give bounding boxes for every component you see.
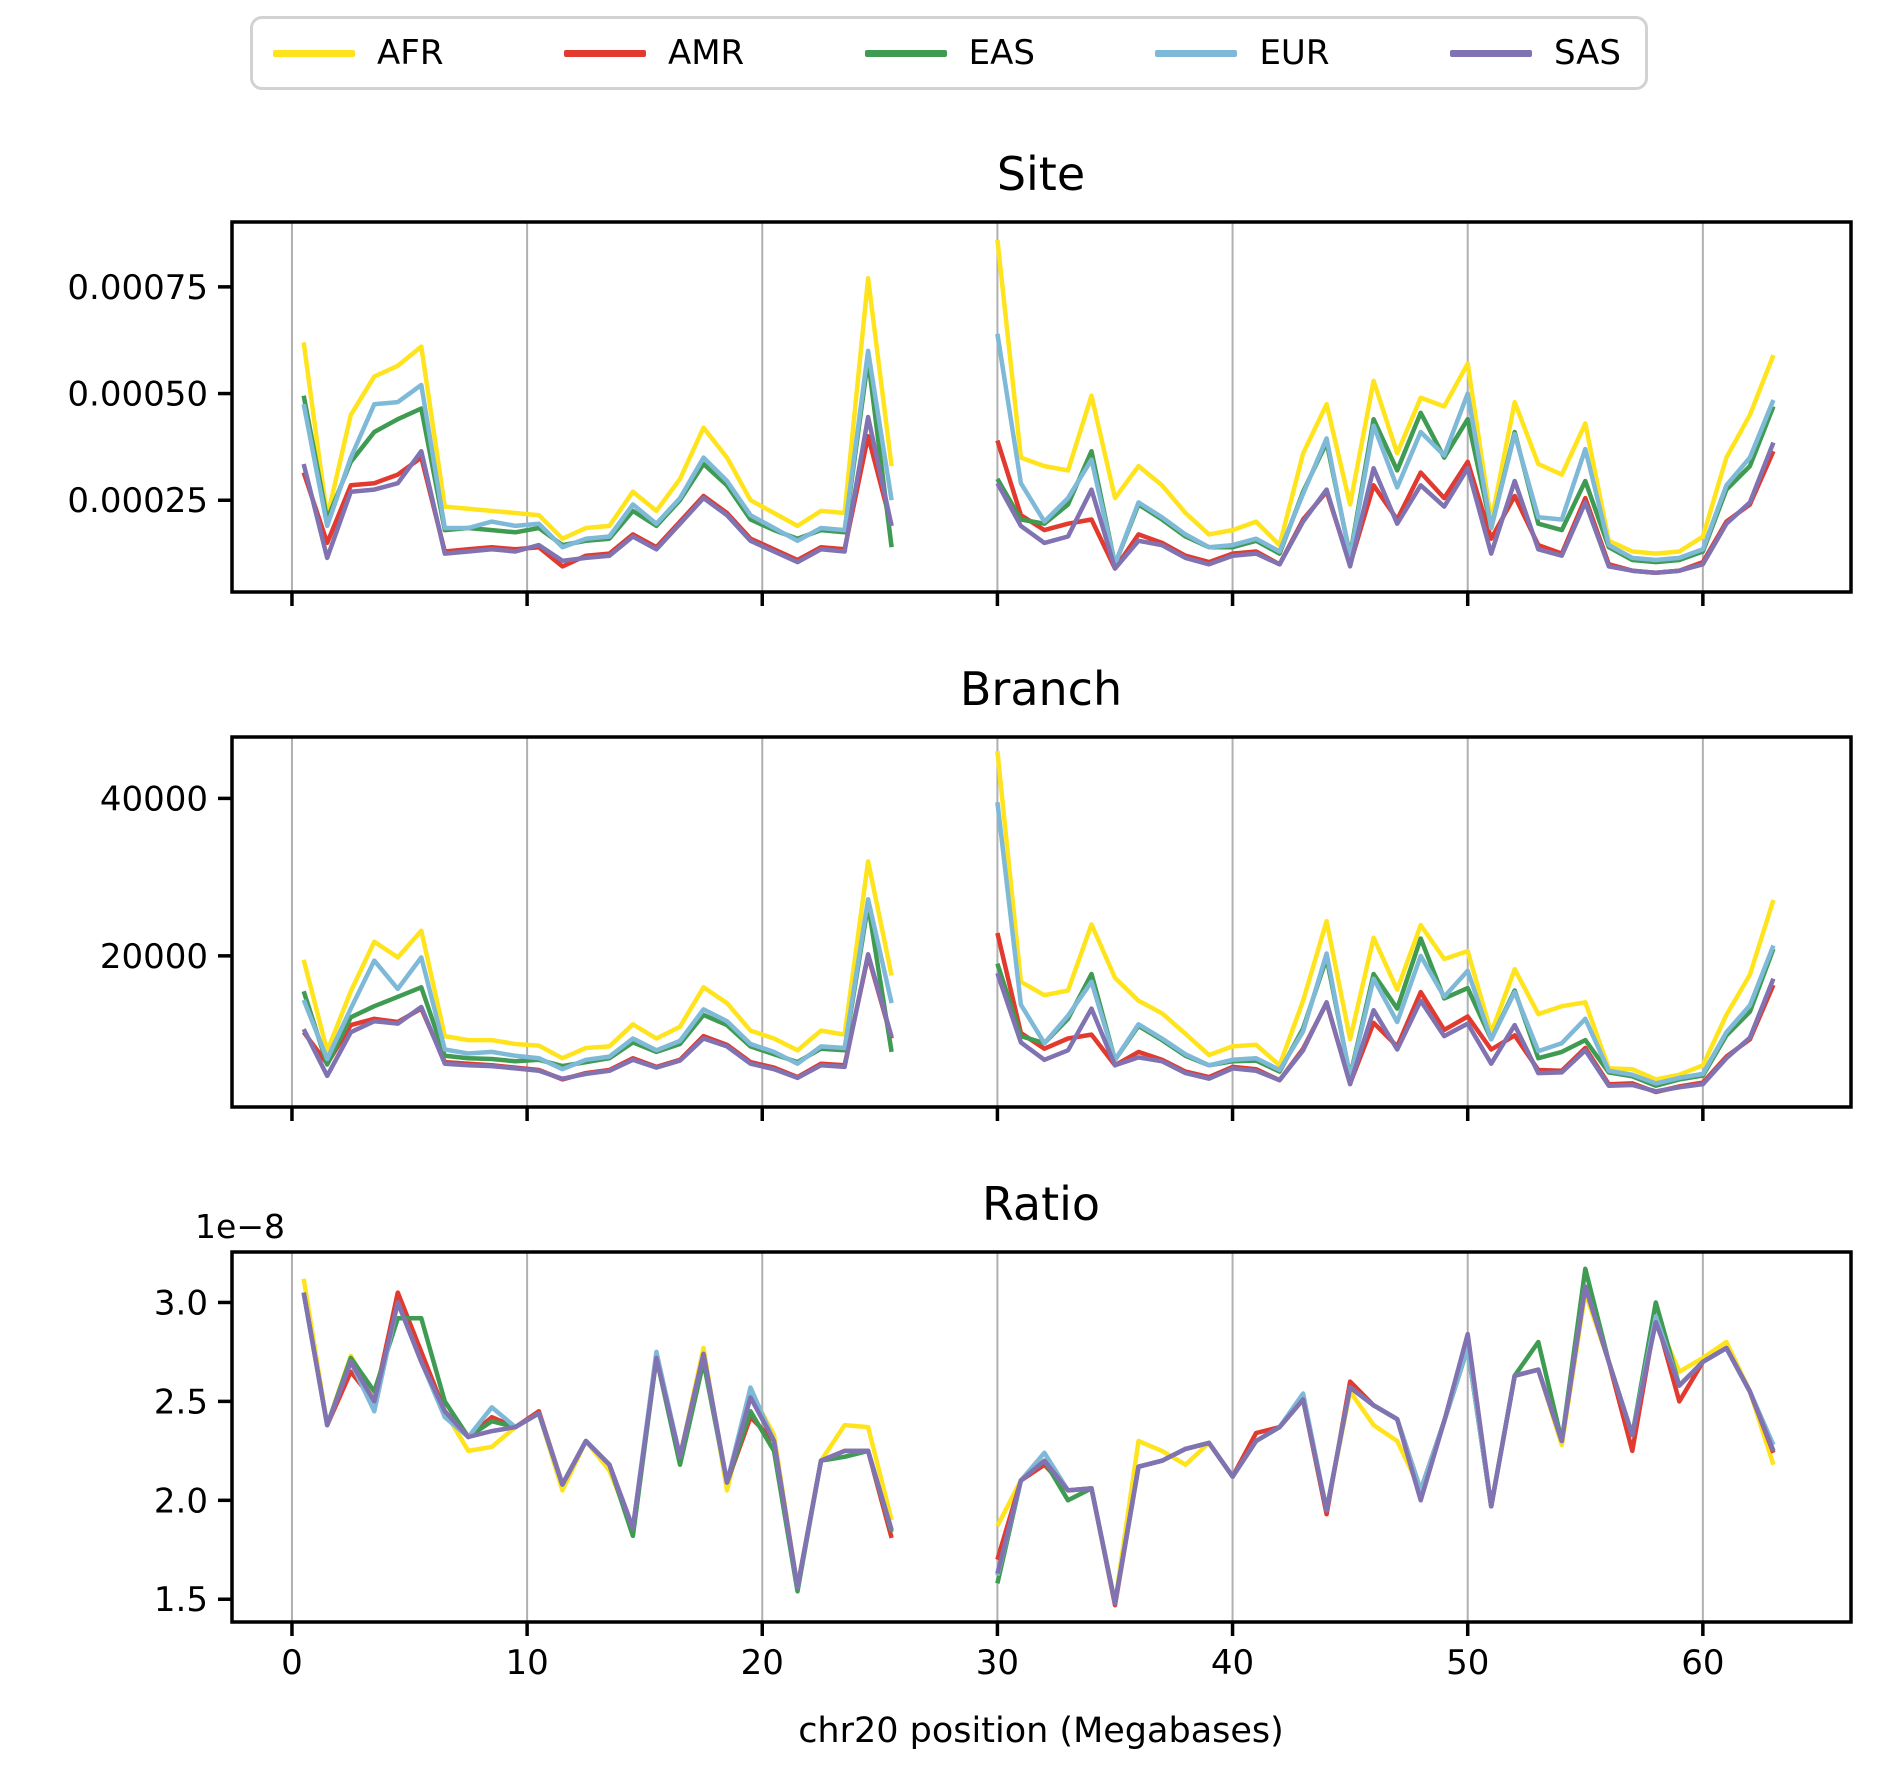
branch-series-eas-seg0 — [301, 902, 894, 1069]
x-tick-label-0: 0 — [281, 1643, 303, 1683]
x-tick-label-30: 30 — [976, 1643, 1019, 1683]
branch-series-sas-seg1 — [995, 972, 1776, 1094]
branch-series-afr-seg1 — [995, 750, 1776, 1082]
site-series-afr-seg1 — [995, 239, 1776, 556]
x-tick-label-20: 20 — [741, 1643, 784, 1683]
branch-frame — [230, 735, 1853, 1109]
site-series-sas-seg0 — [301, 414, 894, 565]
site-series-eur-seg0 — [301, 348, 894, 550]
legend-item-sas: SAS — [1449, 33, 1621, 73]
site-series-afr-seg0 — [301, 276, 894, 541]
site-series-layer — [301, 239, 1776, 576]
legend-item-eas: EAS — [864, 33, 1035, 73]
branch-title: Branch — [960, 662, 1122, 716]
ratio-frame — [230, 1250, 1853, 1624]
branch-series-amr-seg1 — [995, 932, 1776, 1095]
charts-root: 0.00025 0.00050 0.00075 20000 40000 0 10 20 30 40… — [67, 220, 1853, 1683]
legend-item-afr: AFR — [273, 36, 443, 70]
ratio-series-sas-seg1 — [995, 1284, 1776, 1606]
site-frame — [230, 220, 1853, 594]
x-axis-label: chr20 position (Megabases) — [798, 1711, 1284, 1751]
ratio-y-tick-label-2: 2.0 — [154, 1481, 208, 1521]
legend: AFR AMR EAS EUR SAS — [250, 16, 1648, 90]
legend-label-sas: SAS — [1553, 33, 1621, 73]
site-series-eas-seg0 — [301, 357, 894, 548]
branch-series-eur-seg1 — [995, 802, 1776, 1086]
branch-series-eur-seg0 — [301, 896, 894, 1072]
site-series-sas-seg1 — [995, 441, 1776, 576]
legend-swatch-eur — [1155, 49, 1238, 57]
ratio-title: Ratio — [982, 1177, 1100, 1231]
legend-label-afr: AFR — [377, 33, 444, 73]
x-tick-label-40: 40 — [1211, 1643, 1254, 1683]
branch-series-sas-seg0 — [301, 952, 894, 1081]
branch-series-layer — [301, 750, 1776, 1095]
legend-swatch-eas — [864, 49, 947, 57]
site-series-eur-seg1 — [995, 333, 1776, 567]
site-series-amr-seg0 — [301, 433, 894, 569]
site-title: Site — [997, 147, 1085, 201]
legend-item-eur: EUR — [1155, 36, 1329, 70]
x-tick-label-50: 50 — [1446, 1643, 1489, 1683]
site-chart: 0.00025 0.00050 0.00075 — [67, 220, 1853, 606]
ratio-chart: 0 10 20 30 40 50 60 1.5 2.0 2.5 3.0 — [154, 1250, 1853, 1683]
branch-y-tick-label-40000: 40000 — [100, 779, 208, 819]
ratio-y-tick-label-3: 3.0 — [154, 1283, 208, 1323]
ratio-series-eur-seg1 — [995, 1284, 1776, 1606]
ratio-series-afr-seg1 — [995, 1290, 1776, 1606]
legend-item-amr: AMR — [563, 33, 745, 73]
legend-label-eas: EAS — [968, 33, 1035, 73]
legend-swatch-afr — [273, 49, 355, 57]
branch-chart: 20000 40000 — [100, 735, 1853, 1121]
legend-swatch-amr — [563, 49, 646, 57]
legend-label-eur: EUR — [1259, 33, 1330, 73]
branch-y-tick-label-20000: 20000 — [100, 937, 208, 977]
site-y-tick-label-0.00025: 0.00025 — [67, 481, 208, 521]
ratio-y-tick-label-2.5: 2.5 — [154, 1382, 208, 1422]
branch-series-afr-seg0 — [301, 859, 894, 1061]
site-y-tick-label-0.0005: 0.00050 — [67, 375, 208, 415]
ratio-series-amr-seg1 — [995, 1284, 1776, 1608]
site-y-tick-label-0.00075: 0.00075 — [67, 268, 208, 308]
ratio-offset-text: 1e−8 — [195, 1207, 285, 1246]
legend-label-amr: AMR — [667, 33, 745, 73]
x-tick-label-10: 10 — [505, 1643, 548, 1683]
ratio-series-sas-seg0 — [301, 1292, 894, 1590]
x-tick-label-60: 60 — [1681, 1643, 1724, 1683]
ratio-y-tick-label-1.5: 1.5 — [154, 1580, 208, 1620]
legend-swatch-sas — [1449, 49, 1532, 57]
ratio-series-layer — [301, 1266, 1776, 1608]
